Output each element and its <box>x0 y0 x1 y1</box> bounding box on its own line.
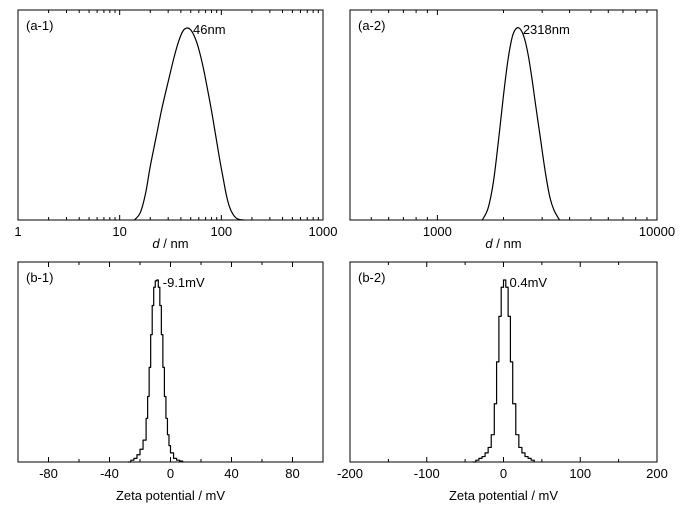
peak-value-label: -9.1mV <box>163 275 205 290</box>
x-axis-label-symbol: d <box>485 236 493 251</box>
x-tick-label: 100 <box>569 466 591 481</box>
x-tick-label: 100 <box>210 224 232 239</box>
x-tick-label: 1 <box>14 224 21 239</box>
x-tick-label: -200 <box>337 466 363 481</box>
x-tick-label: 1000 <box>309 224 338 239</box>
plot-frame <box>17 261 324 463</box>
x-axis-label-unit: / nm <box>493 236 522 251</box>
x-axis-label: Zeta potential / mV <box>449 488 558 503</box>
peak-value-label: 46nm <box>193 22 226 37</box>
x-axis-label: d / nm <box>152 236 188 251</box>
panel-label: (b-2) <box>358 270 385 285</box>
x-tick-label: 40 <box>224 466 238 481</box>
data-series-line <box>134 27 244 221</box>
x-tick-label: 10 <box>112 224 126 239</box>
chart-panel-b2: -200 -100 0 100 200 0.4mV (b-2) Zeta potential … <box>337 261 668 503</box>
chart-panel-a2: 1000 10000 2318nm (a-2) d / nm <box>349 9 675 251</box>
panel-label: (a-1) <box>26 18 53 33</box>
peak-value-label: 0.4mV <box>510 275 548 290</box>
data-series-line <box>127 279 184 463</box>
data-series-line <box>472 279 535 463</box>
x-tick-label: 0 <box>500 466 507 481</box>
x-tick-label: 200 <box>646 466 668 481</box>
panel-label: (b-1) <box>26 270 53 285</box>
plot-frame <box>17 9 324 221</box>
data-series-line <box>481 27 561 221</box>
x-tick-label: 10000 <box>639 224 675 239</box>
x-tick-label: -80 <box>39 466 58 481</box>
x-tick-label: -100 <box>414 466 440 481</box>
chart-panel-a1: 1 10 100 1000 46nm (a-1) d / nm <box>14 9 338 251</box>
chart-panel-b1: -80 -40 0 40 80 -9.1mV (b-1) Zeta potential / m… <box>17 261 324 503</box>
x-tick-label: 80 <box>285 466 299 481</box>
x-axis-label: Zeta potential / mV <box>116 488 225 503</box>
x-tick-label: 1000 <box>423 224 452 239</box>
plot-frame <box>349 9 658 221</box>
x-axis-label-symbol: d <box>152 236 160 251</box>
peak-value-label: 2318nm <box>523 22 570 37</box>
x-axis-label: d / nm <box>485 236 521 251</box>
x-axis-label-unit: / nm <box>160 236 189 251</box>
x-tick-label: -40 <box>100 466 119 481</box>
x-tick-label: 0 <box>167 466 174 481</box>
panel-label: (a-2) <box>358 18 385 33</box>
plot-frame <box>349 261 658 463</box>
